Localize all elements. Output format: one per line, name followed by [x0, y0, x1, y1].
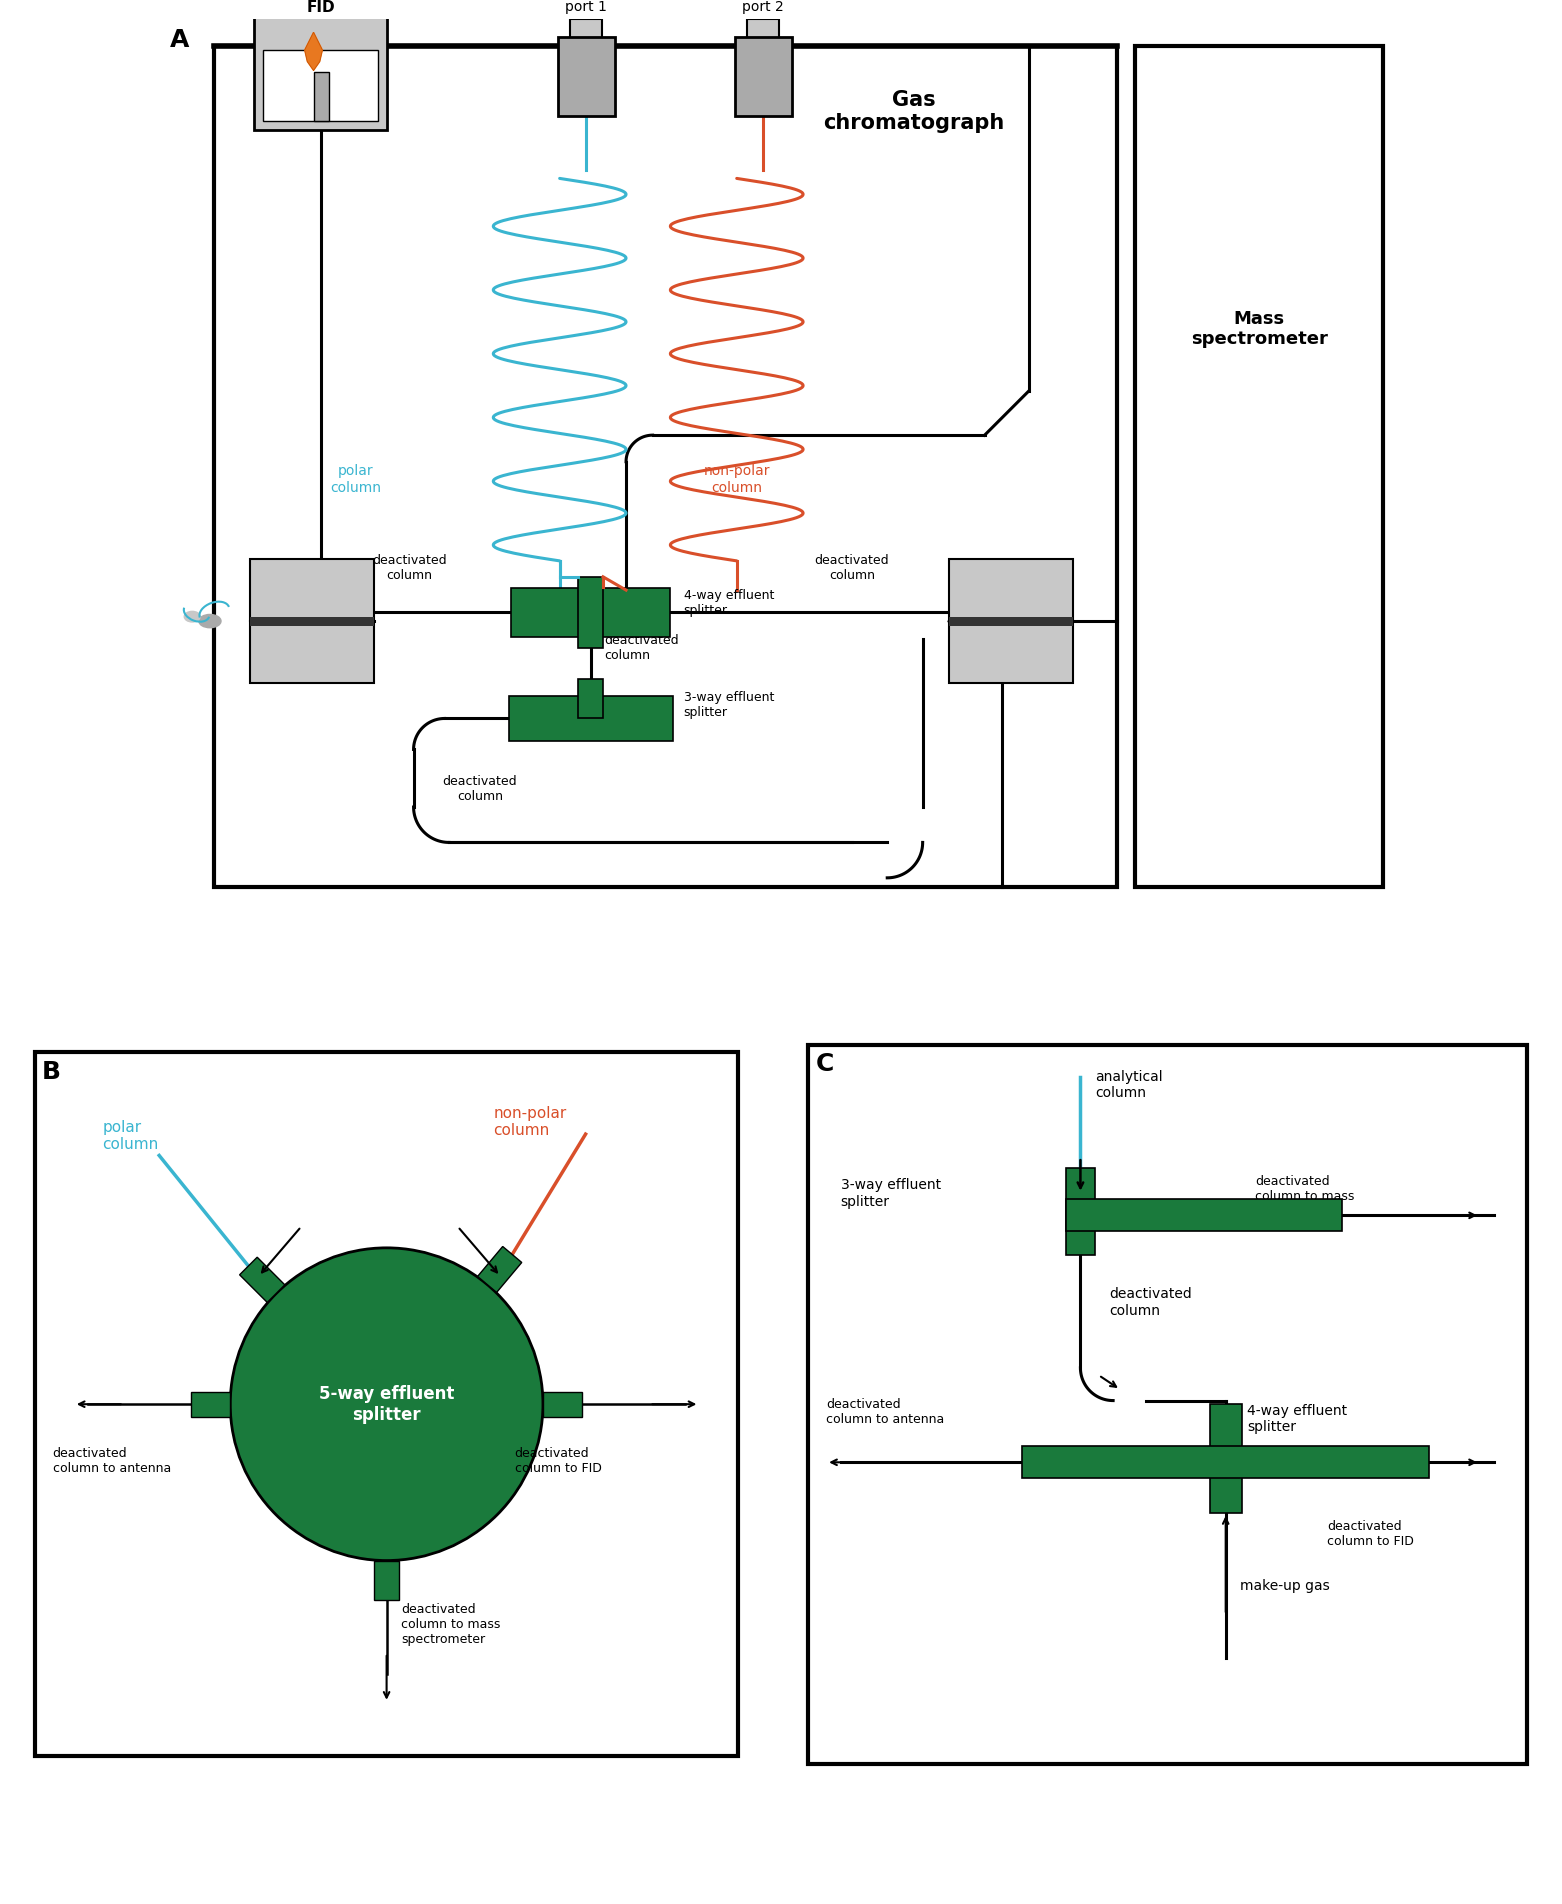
Bar: [578, 577, 603, 647]
Text: 3-way effluent
splitter: 3-way effluent splitter: [840, 1179, 940, 1209]
Bar: [250, 617, 373, 626]
Polygon shape: [191, 1392, 230, 1417]
Text: 4-way effluent
splitter: 4-way effluent splitter: [1248, 1403, 1348, 1434]
Text: 4-way effluent
splitter: 4-way effluent splitter: [684, 590, 775, 617]
Bar: [578, 678, 603, 718]
Polygon shape: [375, 1561, 398, 1599]
Text: deactivated
column to antenna: deactivated column to antenna: [53, 1447, 170, 1476]
Text: deactivated
column: deactivated column: [814, 554, 889, 583]
Ellipse shape: [184, 611, 200, 623]
Text: deactivated
column to FID: deactivated column to FID: [514, 1447, 601, 1476]
Text: Mass
spectrometer: Mass spectrometer: [1190, 310, 1328, 348]
Text: make-up gas: make-up gas: [1240, 1578, 1329, 1594]
Text: deactivated
column to mass
spectrometer: deactivated column to mass spectrometer: [1254, 1175, 1354, 1219]
Text: B: B: [42, 1059, 61, 1083]
Text: injector
port 2: injector port 2: [737, 0, 789, 13]
Ellipse shape: [198, 615, 220, 628]
Text: 5-way effluent
splitter: 5-way effluent splitter: [319, 1384, 455, 1424]
Bar: [558, 36, 614, 116]
Text: analytical
column: analytical column: [1095, 1070, 1162, 1101]
Bar: [570, 19, 603, 38]
Bar: [1209, 1405, 1242, 1514]
Bar: [511, 588, 670, 636]
Text: C: C: [815, 1051, 834, 1076]
Bar: [1065, 1200, 1342, 1232]
Text: polar
column: polar column: [331, 465, 381, 495]
Bar: [747, 19, 779, 38]
Polygon shape: [478, 1247, 522, 1293]
Text: deactivated
column to FID: deactivated column to FID: [1328, 1521, 1414, 1548]
Polygon shape: [544, 1392, 583, 1417]
Text: deactivated
column to antenna: deactivated column to antenna: [826, 1398, 945, 1426]
Polygon shape: [305, 32, 322, 70]
Text: non-polar
column: non-polar column: [494, 1106, 567, 1139]
Bar: [255, 6, 387, 129]
Text: polar
column: polar column: [103, 1120, 159, 1152]
Text: deactivated
column: deactivated column: [372, 554, 447, 583]
Bar: [314, 72, 330, 120]
Text: 3-way effluent
splitter: 3-way effluent splitter: [684, 691, 775, 720]
Text: deactivated
column: deactivated column: [604, 634, 678, 663]
Bar: [1022, 1447, 1429, 1478]
Polygon shape: [239, 1257, 284, 1302]
Bar: [262, 50, 378, 120]
Bar: [214, 46, 1117, 887]
Text: A: A: [170, 29, 189, 51]
Bar: [950, 617, 1073, 626]
Text: Gas
chromatograph: Gas chromatograph: [823, 89, 1004, 133]
Bar: [250, 621, 373, 684]
Circle shape: [230, 1247, 544, 1561]
Text: non-polar
column: non-polar column: [703, 465, 770, 495]
Text: deactivated
column: deactivated column: [1109, 1287, 1192, 1318]
Text: FID: FID: [306, 0, 334, 15]
Text: deactivated
column to mass
spectrometer: deactivated column to mass spectrometer: [401, 1603, 500, 1647]
Text: deactivated
column: deactivated column: [442, 775, 517, 803]
Bar: [736, 36, 792, 116]
Bar: [250, 560, 373, 621]
Text: injector
port 1: injector port 1: [559, 0, 612, 13]
Bar: [1136, 46, 1382, 887]
Bar: [950, 560, 1073, 621]
Bar: [509, 697, 673, 741]
Bar: [1065, 1169, 1095, 1255]
Bar: [950, 621, 1073, 684]
